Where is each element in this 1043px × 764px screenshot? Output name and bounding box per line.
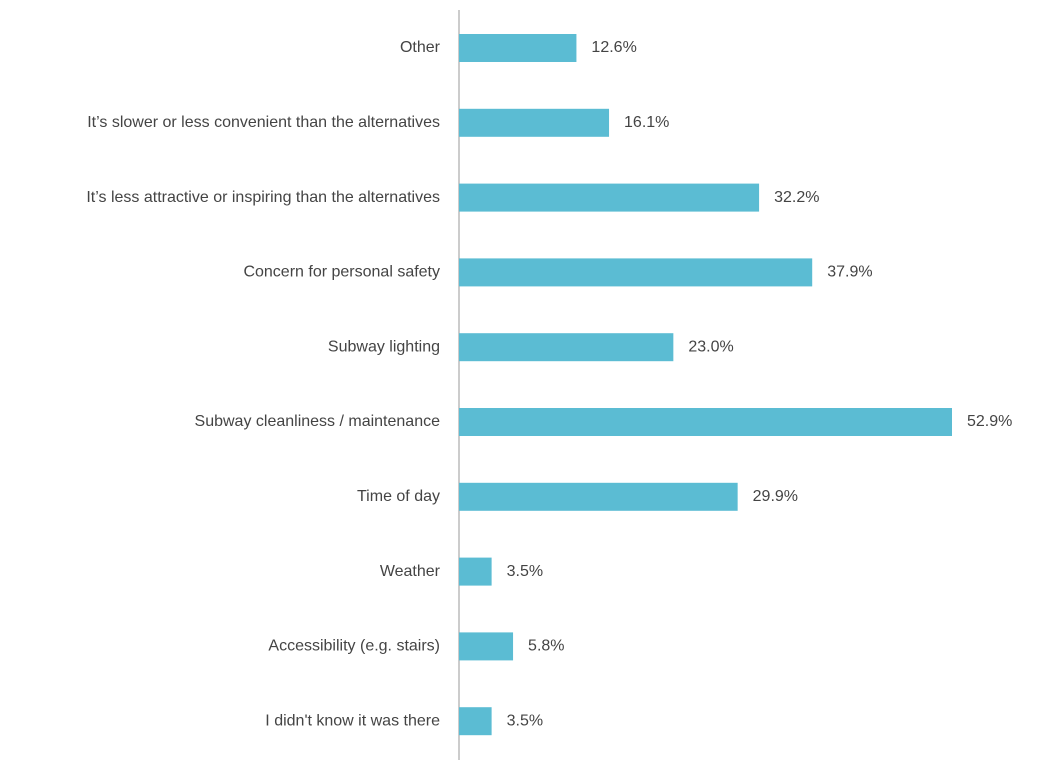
- bar: [459, 333, 674, 362]
- category-label: It’s slower or less convenient than the …: [87, 114, 440, 131]
- category-label: Subway cleanliness / maintenance: [195, 413, 441, 430]
- category-label: Accessibility (e.g. stairs): [268, 638, 440, 655]
- category-label: Subway lighting: [328, 338, 440, 355]
- category-label: Weather: [380, 563, 441, 580]
- bar: [459, 34, 577, 62]
- value-label: 23.0%: [688, 338, 733, 355]
- category-label: It’s less attractive or inspiring than t…: [86, 189, 440, 206]
- value-label: 3.5%: [507, 563, 543, 580]
- value-label: 12.6%: [591, 39, 636, 56]
- bar: [459, 408, 952, 436]
- category-label: Concern for personal safety: [243, 264, 440, 281]
- value-label: 5.8%: [528, 638, 564, 655]
- bar: [459, 258, 813, 287]
- value-label: 52.9%: [967, 413, 1012, 430]
- bar: [459, 707, 492, 736]
- bar: [459, 482, 738, 511]
- category-label: Other: [400, 39, 441, 56]
- value-label: 3.5%: [507, 712, 543, 729]
- value-label: 37.9%: [827, 264, 872, 281]
- bar: [459, 183, 760, 212]
- category-label: Time of day: [357, 488, 440, 505]
- bar: [459, 108, 610, 137]
- category-label: I didn't know it was there: [265, 712, 440, 729]
- bar: [459, 557, 492, 586]
- value-label: 16.1%: [624, 114, 669, 131]
- value-label: 29.9%: [753, 488, 798, 505]
- bar: [459, 632, 514, 661]
- value-label: 32.2%: [774, 189, 819, 206]
